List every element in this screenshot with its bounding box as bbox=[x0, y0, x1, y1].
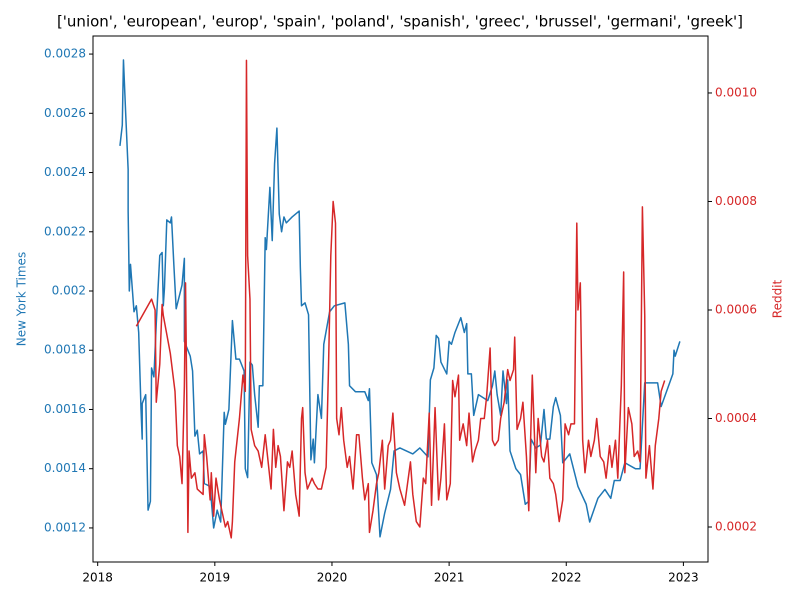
y-axis-label: New York Times bbox=[15, 252, 29, 346]
x-tick-label: 2021 bbox=[434, 571, 465, 585]
y2-tick-label: 0.0008 bbox=[715, 194, 757, 208]
y2-tick-label: 0.0002 bbox=[715, 520, 757, 534]
y-tick-label: 0.0028 bbox=[44, 47, 86, 61]
y2-tick-label: 0.0006 bbox=[715, 302, 757, 316]
y-tick-label: 0.0018 bbox=[44, 343, 86, 357]
y-tick-label: 0.002 bbox=[52, 284, 86, 298]
y2-axis-label: Reddit bbox=[771, 279, 785, 318]
data-line bbox=[135, 59, 666, 539]
y2-tick-label: 0.0010 bbox=[715, 85, 757, 99]
y-tick-label: 0.0026 bbox=[44, 106, 86, 120]
y-tick-label: 0.0016 bbox=[44, 402, 86, 416]
plot-frame bbox=[92, 35, 709, 563]
x-tick-label: 2023 bbox=[668, 571, 699, 585]
x-tick-label: 2019 bbox=[200, 571, 231, 585]
x-tick-label: 2022 bbox=[551, 571, 582, 585]
chart-title: ['union', 'european', 'europ', 'spain', … bbox=[57, 13, 743, 31]
y-tick-label: 0.0012 bbox=[44, 520, 86, 534]
y2-tick-label: 0.0004 bbox=[715, 411, 757, 425]
x-tick-label: 2020 bbox=[317, 571, 348, 585]
y-tick-label: 0.0014 bbox=[44, 461, 86, 475]
y-tick-label: 0.0024 bbox=[44, 165, 86, 179]
x-tick-label: 2018 bbox=[82, 571, 113, 585]
y-tick-label: 0.0022 bbox=[44, 224, 86, 238]
